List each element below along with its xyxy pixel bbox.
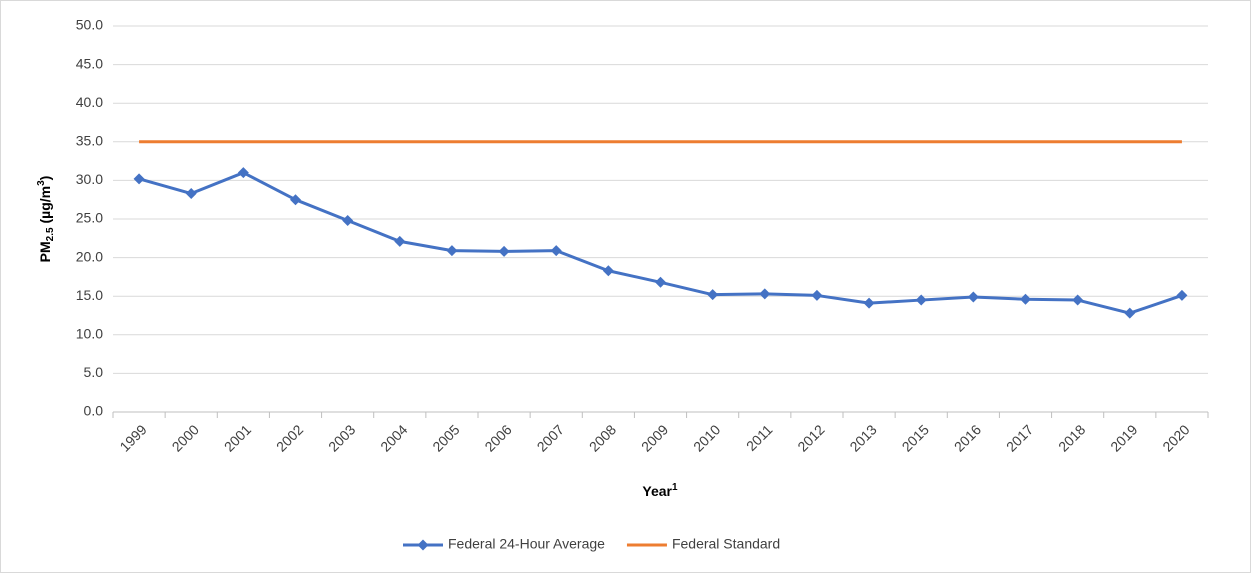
data-point [759, 288, 771, 300]
data-point [655, 276, 666, 288]
x-label-part: Year [642, 483, 672, 499]
y-tick-label: 25.0 [76, 210, 103, 226]
legend-marker [417, 539, 429, 551]
legend-label: Federal Standard [672, 536, 780, 552]
x-label-sup: 1 [672, 482, 678, 493]
data-point [133, 173, 145, 185]
y-tick-label: 40.0 [76, 94, 103, 110]
y-label-part: ) [37, 176, 53, 181]
y-label-part: PM [37, 241, 53, 262]
y-tick-label: 30.0 [76, 171, 103, 187]
data-point [1176, 289, 1188, 301]
data-point [394, 235, 406, 247]
y-tick-label: 5.0 [84, 364, 104, 380]
y-tick-label: 15.0 [76, 287, 103, 303]
x-axis-label: Year1 [642, 482, 678, 499]
data-point [915, 294, 927, 306]
data-point [290, 194, 301, 206]
data-point [498, 245, 510, 257]
y-label-part: (µg/m [37, 186, 53, 228]
data-point [185, 188, 197, 200]
data-point [1020, 293, 1031, 305]
data-point [967, 291, 979, 303]
y-tick-label: 10.0 [76, 326, 103, 342]
y-tick-label: 35.0 [76, 133, 103, 149]
data-point [446, 245, 458, 257]
data-point [811, 289, 823, 301]
data-point [863, 297, 875, 309]
y-tick-label: 50.0 [76, 17, 103, 33]
data-point [1124, 307, 1136, 319]
y-label-sup: 3 [36, 180, 47, 186]
y-axis-label: PM2.5 (µg/m3) [36, 176, 56, 263]
y-tick-label: 0.0 [84, 403, 104, 419]
data-point [602, 265, 614, 277]
y-tick-label: 20.0 [76, 248, 103, 264]
y-tick-label: 45.0 [76, 55, 103, 71]
y-label-sub: 2.5 [45, 227, 56, 241]
data-point [342, 215, 354, 227]
data-point [550, 245, 562, 257]
data-point [1072, 294, 1084, 306]
data-point [237, 167, 249, 179]
data-point [707, 289, 719, 301]
legend-label: Federal 24-Hour Average [448, 536, 605, 552]
